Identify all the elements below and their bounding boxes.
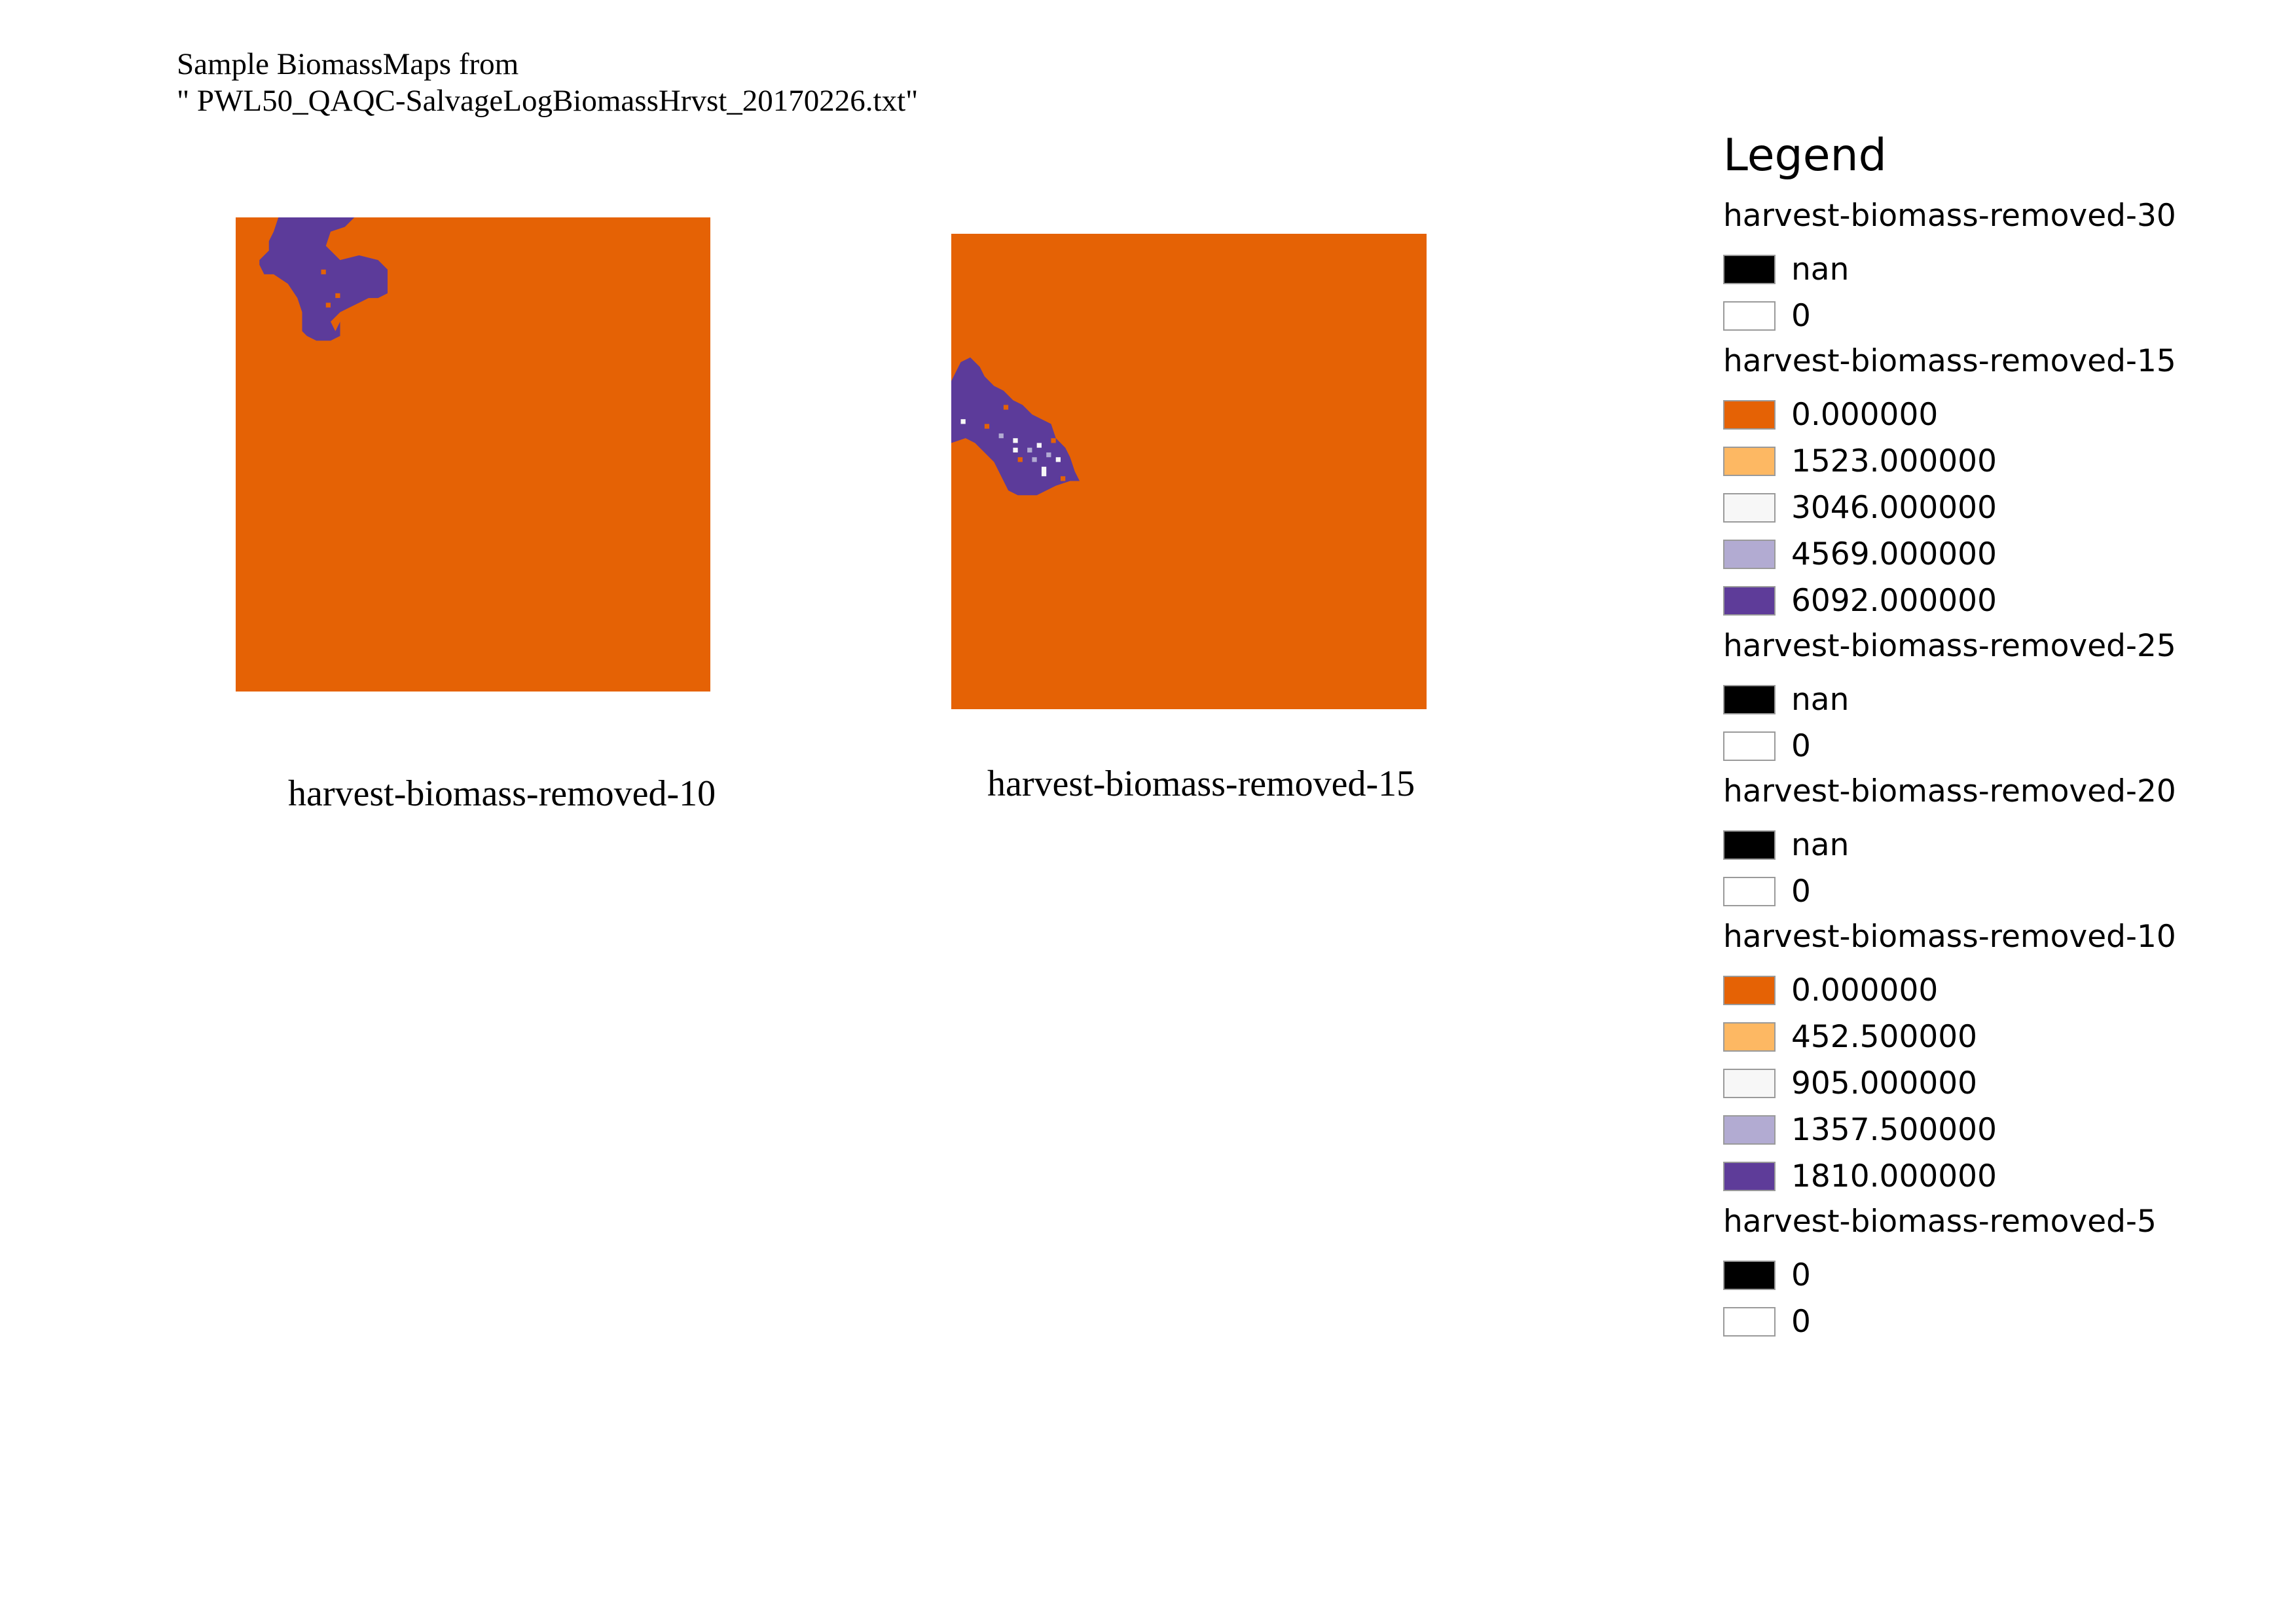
map-right-pixel (1017, 457, 1023, 462)
legend-swatch (1723, 1069, 1776, 1098)
legend-group-title: harvest-biomass-removed-10 (1723, 919, 2176, 955)
map-right-pixel (1051, 438, 1056, 443)
map-right-pixel (1041, 466, 1047, 471)
legend-item: nan (1723, 822, 2176, 868)
legend-label: 452.500000 (1791, 1019, 1978, 1055)
legend-item: 0.000000 (1723, 392, 2176, 438)
legend-group-title: harvest-biomass-removed-30 (1723, 198, 2176, 234)
map-right-pixel (1013, 447, 1018, 452)
legend-swatch (1723, 685, 1776, 714)
legend-label: 0.000000 (1791, 972, 1939, 1008)
legend-group-title: harvest-biomass-removed-5 (1723, 1204, 2157, 1240)
legend-swatch (1723, 493, 1776, 523)
map-right-harvest-patch (951, 357, 1080, 496)
map-left-pixel (344, 250, 350, 255)
legend-label: 0.000000 (1791, 397, 1939, 433)
legend-swatch (1723, 301, 1776, 331)
map-left-caption: harvest-biomass-removed-10 (288, 773, 716, 814)
map-right-pixel (1003, 405, 1009, 410)
map-right-pixel (1027, 447, 1032, 452)
map-right-pixel (1032, 457, 1037, 462)
legend-item: 0 (1723, 1299, 2176, 1345)
legend-group-title: harvest-biomass-removed-15 (1723, 343, 2176, 379)
legend-item: 1810.000000 (1723, 1153, 2176, 1200)
map-right-pixel (960, 419, 966, 424)
legend-label: 0 (1791, 874, 1811, 910)
legend: Legend harvest-biomass-removed-30 nan 0 … (1723, 124, 2176, 1345)
legend-swatch (1723, 1162, 1776, 1191)
map-left-pixel (321, 269, 326, 274)
legend-label: 0 (1791, 1304, 1811, 1340)
legend-swatch (1723, 731, 1776, 761)
legend-label: nan (1791, 827, 1850, 863)
legend-item: 1523.000000 (1723, 438, 2176, 485)
legend-swatch (1723, 1307, 1776, 1337)
legend-swatch (1723, 877, 1776, 906)
title-line-2: " PWL50_QAQC-SalvageLogBiomassHrvst_2017… (177, 84, 919, 118)
title-line-1: Sample BiomassMaps from (177, 47, 519, 81)
legend-swatch (1723, 1115, 1776, 1145)
legend-group-title: harvest-biomass-removed-20 (1723, 773, 2176, 809)
legend-item: 6092.000000 (1723, 578, 2176, 624)
legend-label: 1357.500000 (1791, 1112, 1997, 1148)
legend-label: 3046.000000 (1791, 490, 1997, 526)
legend-swatch (1723, 400, 1776, 430)
legend-swatch (1723, 586, 1776, 616)
map-left-canvas (236, 217, 710, 692)
legend-swatch (1723, 830, 1776, 860)
map-right-pixel (1036, 443, 1042, 448)
map-right-pixel (998, 433, 1004, 439)
page-title: Sample BiomassMaps from " PWL50_QAQC-Sal… (177, 46, 918, 119)
legend-label: 1810.000000 (1791, 1158, 1997, 1194)
legend-item: 905.000000 (1723, 1060, 2176, 1107)
legend-label: nan (1791, 251, 1850, 287)
map-right-pixel (984, 424, 990, 429)
legend-label: 0 (1791, 1257, 1811, 1293)
map-right-pixel (1055, 457, 1061, 462)
legend-label: 6092.000000 (1791, 583, 1997, 619)
legend-item: 4569.000000 (1723, 531, 2176, 578)
legend-title: Legend (1723, 130, 1887, 181)
legend-swatch (1723, 447, 1776, 476)
legend-label: nan (1791, 682, 1850, 718)
map-left-pixel (325, 303, 331, 308)
legend-item: 1357.500000 (1723, 1107, 2176, 1153)
map-right-canvas (951, 234, 1427, 709)
legend-item: nan (1723, 246, 2176, 293)
legend-label: 0 (1791, 298, 1811, 334)
map-right-pixel (1046, 452, 1051, 458)
legend-swatch (1723, 255, 1776, 284)
map-harvest-biomass-removed-15 (951, 234, 1427, 709)
legend-label: 0 (1791, 728, 1811, 764)
map-right-pixel (1060, 476, 1066, 481)
map-right-pixel (1013, 438, 1018, 443)
legend-item: 3046.000000 (1723, 485, 2176, 531)
legend-item: 0 (1723, 868, 2176, 915)
legend-swatch (1723, 976, 1776, 1005)
legend-item: 0 (1723, 1252, 2176, 1299)
legend-item: 0 (1723, 293, 2176, 339)
legend-item: 452.500000 (1723, 1014, 2176, 1060)
legend-label: 905.000000 (1791, 1065, 1978, 1101)
legend-label: 4569.000000 (1791, 536, 1997, 572)
legend-swatch (1723, 1261, 1776, 1290)
map-right-pixel (1041, 471, 1047, 477)
legend-item: 0.000000 (1723, 967, 2176, 1014)
legend-label: 1523.000000 (1791, 443, 1997, 479)
legend-group-title: harvest-biomass-removed-25 (1723, 628, 2176, 664)
legend-item: 0 (1723, 723, 2176, 769)
map-right-caption: harvest-biomass-removed-15 (987, 764, 1415, 804)
map-left-pixel (335, 293, 340, 299)
legend-swatch (1723, 540, 1776, 569)
legend-swatch (1723, 1022, 1776, 1052)
legend-item: nan (1723, 676, 2176, 723)
map-harvest-biomass-removed-10 (236, 217, 710, 692)
map-left-harvest-patch (259, 217, 388, 341)
